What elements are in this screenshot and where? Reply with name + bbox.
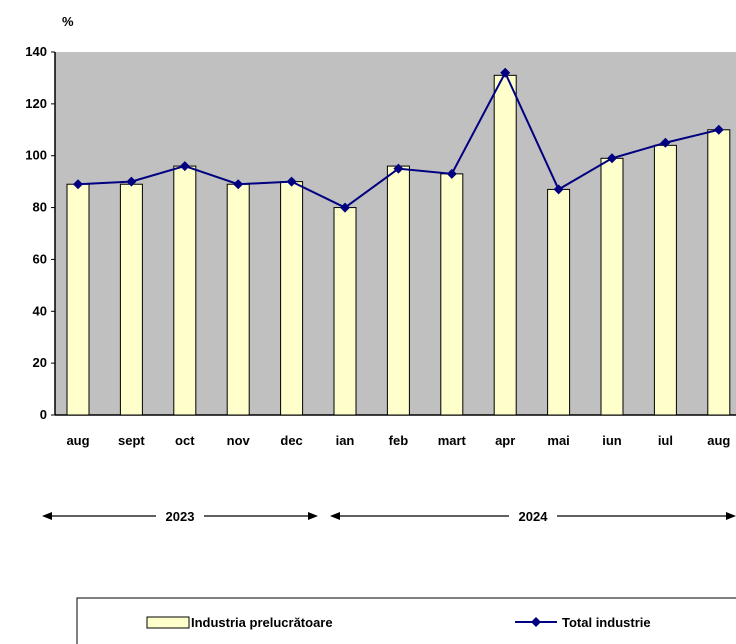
- x-tick-label: iun: [602, 433, 622, 448]
- legend-diamond-icon: [531, 617, 541, 627]
- y-tick-label: 20: [33, 355, 47, 370]
- bar: [226, 183, 250, 416]
- arrow-right-icon: [308, 512, 318, 520]
- y-tick-label: 140: [25, 44, 47, 59]
- year-spans: 2023 2024: [42, 509, 736, 524]
- bar: [280, 181, 304, 416]
- x-tick-label: aug: [66, 433, 89, 448]
- bar: [653, 144, 677, 416]
- series-point: [446, 168, 457, 179]
- year-label: 2023: [166, 509, 195, 524]
- bar: [707, 129, 731, 416]
- y-tick-label: 120: [25, 96, 47, 111]
- bar: [547, 188, 571, 416]
- bar: [66, 183, 90, 416]
- legend-label-bar: Industria prelucrătoare: [191, 615, 333, 630]
- arrow-left-icon: [42, 512, 52, 520]
- series-point: [660, 137, 671, 148]
- bar: [493, 74, 517, 416]
- year-span: 2023: [42, 509, 318, 524]
- series-point: [126, 176, 137, 187]
- y-tick-label: 60: [33, 251, 47, 266]
- series-point: [500, 67, 511, 78]
- y-tick-label: 100: [25, 148, 47, 163]
- x-tick-label: ian: [336, 433, 355, 448]
- legend: Industria prelucrătoare Total industrie: [76, 597, 736, 644]
- bar: [333, 207, 357, 416]
- x-tick-label: sept: [118, 433, 145, 448]
- series-point: [179, 161, 190, 172]
- series-point: [553, 184, 564, 195]
- series-point: [286, 176, 297, 187]
- y-tick-label: 40: [33, 303, 47, 318]
- y-unit-label: %: [62, 14, 74, 29]
- series-point: [607, 153, 617, 164]
- series-point: [73, 179, 83, 190]
- bar: [600, 157, 624, 416]
- bar: [440, 173, 464, 416]
- y-tick-label: 80: [33, 200, 47, 215]
- arrow-right-icon: [726, 512, 736, 520]
- series-point: [393, 163, 404, 174]
- year-label: 2024: [519, 509, 549, 524]
- series-point: [713, 124, 724, 135]
- bar: [119, 183, 143, 416]
- x-tick-label: mart: [438, 433, 467, 448]
- plot-area: 0 20 40 60 80 100 120 140 aug sept oct nov dec ian feb…: [25, 44, 736, 448]
- arrow-left-icon: [330, 512, 340, 520]
- x-tick-label: dec: [280, 433, 302, 448]
- x-tick-label: mai: [547, 433, 569, 448]
- bar: [173, 165, 197, 416]
- x-tick-label: aug: [707, 433, 730, 448]
- x-tick-label: apr: [495, 433, 515, 448]
- x-tick-label: nov: [227, 433, 251, 448]
- legend-label-line: Total industrie: [562, 615, 651, 630]
- y-tick-label: 0: [40, 407, 47, 422]
- series-point: [233, 179, 244, 190]
- year-span: 2024: [330, 509, 736, 524]
- bar: [386, 165, 410, 416]
- x-tick-label: oct: [175, 433, 195, 448]
- series-point: [340, 202, 350, 213]
- x-tick-label: iul: [658, 433, 673, 448]
- x-tick-label: feb: [389, 433, 409, 448]
- legend-bar-swatch: [146, 616, 190, 629]
